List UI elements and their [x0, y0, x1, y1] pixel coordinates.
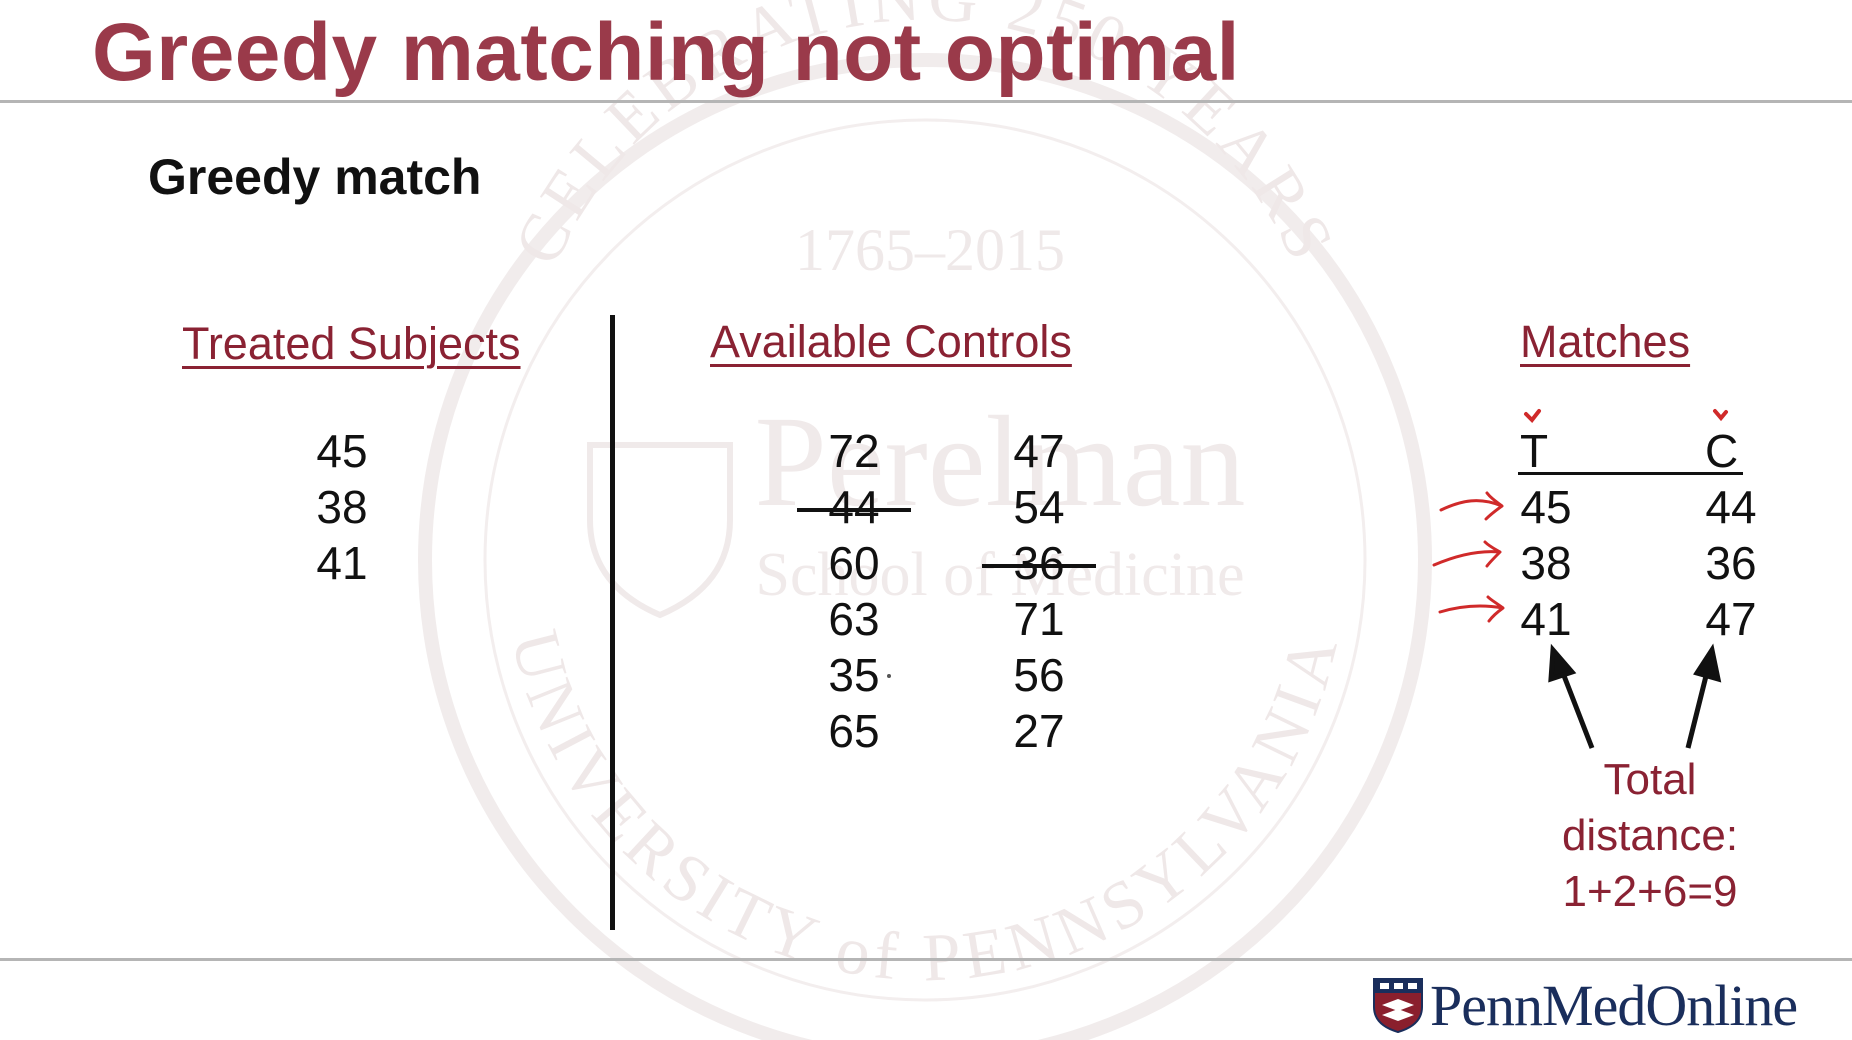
matches-t-label: T [1520, 425, 1549, 477]
control-value: 60 [828, 537, 880, 589]
match-t-value: 45 [1520, 481, 1572, 533]
control-value: 27 [1013, 705, 1065, 757]
match-t-value: 38 [1520, 537, 1572, 589]
red-arrow-row-1 [1439, 491, 1504, 521]
slide-title: Greedy matching not optimal [92, 7, 1240, 98]
arrow-to-c-column [1685, 643, 1722, 749]
title-divider [0, 100, 1852, 103]
penn-shield-icon [1373, 978, 1423, 1033]
red-arrow-row-2 [1432, 540, 1502, 568]
red-mark-c [1713, 409, 1728, 422]
svg-text:UNIVERSITY of PENNSYLVANIA: UNIVERSITY of PENNSYLVANIA [497, 623, 1353, 996]
control-value: 35 [828, 649, 880, 701]
match-c-value: 47 [1705, 593, 1757, 645]
control-value: 71 [1013, 593, 1065, 645]
control-value: 54 [1013, 481, 1065, 533]
pennmedonline-logo: PennMedOnline [1372, 973, 1798, 1038]
total-line-3: 1+2+6=9 [1562, 867, 1738, 916]
control-value-struck: 36 [982, 535, 1096, 591]
control-value: 56 [1013, 649, 1065, 701]
controls-header: Available Controls [710, 316, 1072, 367]
treated-value: 38 [316, 481, 368, 533]
total-distance: Total distance: 1+2+6=9 [1520, 752, 1780, 920]
footer-divider [0, 958, 1852, 961]
arrow-to-t-column [1548, 643, 1595, 749]
total-line-2: distance: [1561, 811, 1739, 860]
total-line-1: Total [1603, 755, 1697, 804]
control-value: 47 [1013, 425, 1065, 477]
matches-header: Matches [1520, 316, 1691, 367]
match-c-value: 36 [1705, 537, 1757, 589]
match-c-value: 44 [1705, 481, 1757, 533]
watermark-years: 1765–2015 [795, 217, 1065, 283]
control-value: 72 [828, 425, 880, 477]
red-arrow-row-3 [1438, 595, 1505, 623]
column-divider [610, 315, 615, 930]
slide-subtitle: Greedy match [148, 149, 482, 205]
logo-text: PennMedOnline [1430, 972, 1798, 1038]
watermark-arc-bottom: UNIVERSITY of PENNSYLVANIA [497, 623, 1347, 996]
control-value: 63 [828, 593, 880, 645]
matches-c-label: C [1705, 425, 1739, 477]
matches-header-rule [1518, 472, 1743, 475]
treated-value: 41 [316, 537, 368, 589]
match-t-value: 41 [1520, 593, 1572, 645]
red-mark-t [1524, 409, 1541, 424]
treated-header: Treated Subjects [182, 318, 521, 369]
control-value-struck: 44 [797, 479, 911, 535]
treated-value: 45 [316, 425, 368, 477]
control-value: 65 [828, 705, 880, 757]
